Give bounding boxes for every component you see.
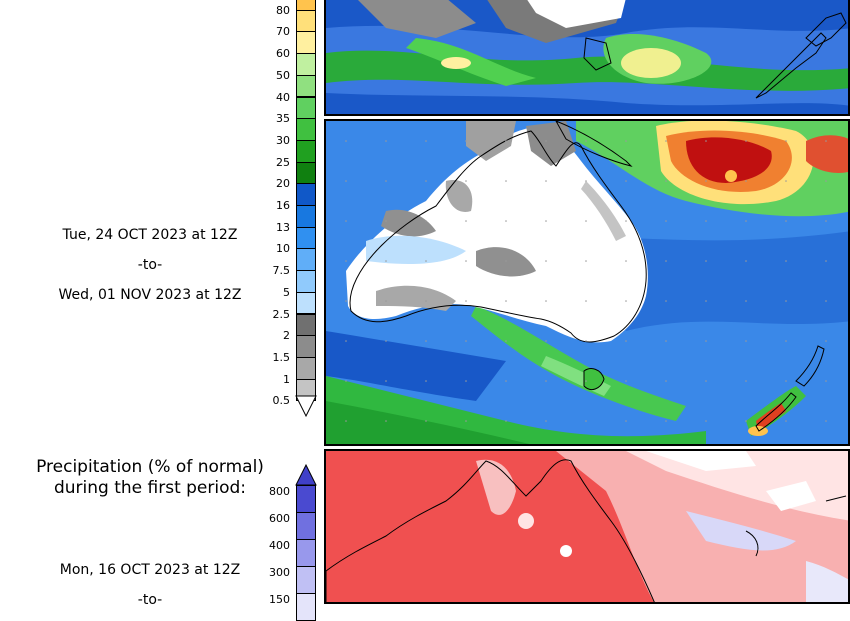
percent-colorbar-segment	[296, 512, 316, 540]
precip-tick-label: 5	[283, 285, 290, 299]
precip-tick-label: 13	[276, 220, 290, 234]
precip-colorbar-segment	[296, 96, 316, 120]
precip-colorbar-segment	[296, 335, 316, 358]
precip-tick-label: 50	[276, 68, 290, 82]
map-panel-precipitation	[324, 119, 850, 446]
precip-colorbar-segment	[296, 161, 316, 185]
precip-tick-label: 0.5	[272, 394, 291, 408]
precip-colorbar-segment	[296, 139, 316, 163]
period-one-to: -to-	[137, 257, 163, 273]
percent-title-line1: Precipitation (% of normal)	[36, 457, 264, 477]
percent-tick-label: 400	[269, 539, 290, 552]
precip-colorbar-segment	[296, 118, 316, 141]
precip-tick-label: 2	[283, 329, 290, 343]
precip-tick-label: 1.5	[272, 350, 291, 364]
percent-title-line2: during the first period:	[53, 478, 247, 498]
precip-tick-label: 30	[276, 133, 290, 147]
precip-tick-label: 80	[276, 3, 290, 17]
precip-tick-label: 16	[276, 199, 290, 212]
period-one-end: Wed, 01 NOV 2023 at 12Z	[58, 287, 242, 303]
precip-colorbar-segment	[296, 313, 316, 337]
precip-colorbar-segment	[296, 9, 316, 33]
precip-legend: 80 70 60 50 40 35 30 25 20 16 13 10 7.5 5 2.5 2 1.5 1 0.5	[0, 0, 320, 440]
map-panel-percent-normal	[324, 449, 850, 604]
precip-tick-label: 10	[276, 242, 290, 256]
precip-colorbar-segment	[296, 53, 316, 76]
map-panel-previous	[324, 0, 850, 116]
precip-tick-label: 60	[276, 47, 290, 61]
precip-tick-label: 35	[276, 112, 290, 126]
colorbar-arrow-icon	[295, 395, 317, 417]
percent-tick-label: 600	[269, 512, 290, 525]
precip-colorbar-segment	[296, 356, 316, 380]
precip-tick-label: 20	[276, 177, 290, 191]
precip-tick-label: 25	[276, 155, 290, 169]
period-two-to: -to-	[137, 592, 163, 608]
precip-colorbar-segment	[296, 183, 316, 206]
precip-colorbar-segment	[296, 74, 316, 98]
precip-tick-label: 40	[276, 90, 290, 104]
precip-tick-label: 7.5	[272, 264, 291, 278]
percent-colorbar-segment	[296, 485, 316, 513]
precip-tick-label: 2.5	[272, 307, 291, 321]
period-one-start: Tue, 24 OCT 2023 at 12Z	[62, 227, 238, 243]
period-two-start: Mon, 16 OCT 2023 at 12Z	[59, 562, 241, 578]
precip-colorbar-segment	[296, 205, 316, 228]
precip-tick-label: 1	[283, 372, 290, 386]
precip-colorbar-segment	[296, 31, 316, 55]
percent-colorbar-arrow-icon	[295, 464, 317, 486]
precip-tick-label: 70	[276, 25, 290, 39]
percent-tick-label: 800	[269, 485, 290, 498]
percent-tick-label: 300	[269, 566, 290, 579]
